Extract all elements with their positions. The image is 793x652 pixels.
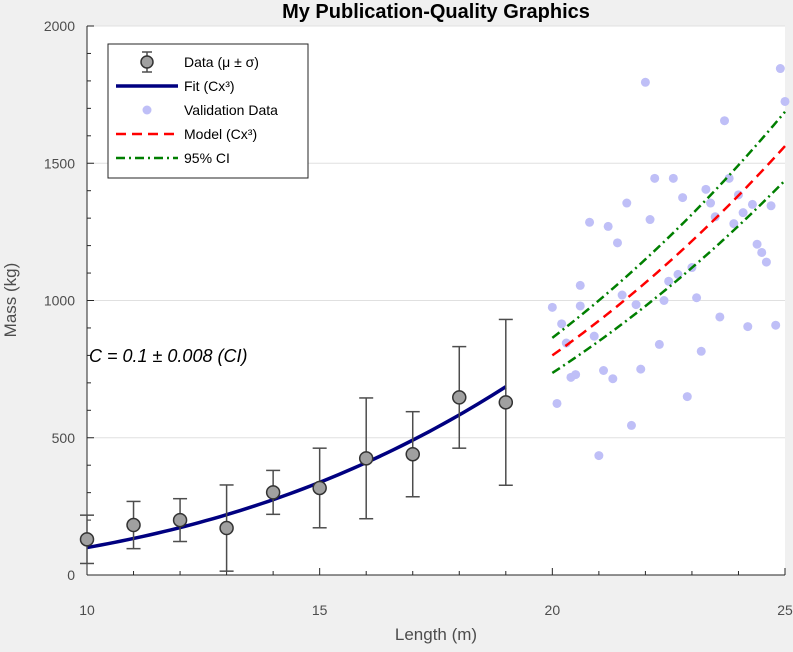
chart-marks <box>79 64 790 572</box>
validation-point <box>552 398 562 408</box>
validation-point <box>682 392 692 402</box>
validation-point <box>692 293 702 303</box>
validation-point <box>757 247 767 257</box>
data-point <box>498 395 514 410</box>
validation-point <box>678 193 688 203</box>
legend-label-ci: 95% CI <box>184 150 230 166</box>
validation-point <box>738 208 748 218</box>
validation-point <box>650 173 660 183</box>
validation-point <box>752 239 762 249</box>
validation-point <box>724 173 734 183</box>
data-point <box>79 532 95 547</box>
validation-point <box>780 96 790 106</box>
validation-point <box>603 221 613 231</box>
legend-box <box>107 43 309 179</box>
y-tick-label: 0 <box>67 567 75 583</box>
legend-label-fit: Fit (Cx³) <box>184 78 235 94</box>
data-point <box>358 451 374 466</box>
validation-point <box>766 201 776 211</box>
validation-point <box>747 199 757 209</box>
ci-upper-line <box>551 110 786 339</box>
fit-line <box>86 385 507 550</box>
validation-point <box>775 64 785 74</box>
data-point <box>219 520 234 536</box>
validation-point <box>710 212 720 222</box>
legend-label-model: Model (Cx³) <box>184 126 257 142</box>
legend-swatch-data <box>140 55 154 69</box>
validation-point <box>594 451 604 461</box>
validation-point <box>575 280 585 290</box>
validation-point <box>645 215 655 225</box>
chart-title: My Publication-Quality Graphics <box>282 1 590 23</box>
validation-point <box>608 374 618 384</box>
validation-point <box>631 300 641 310</box>
y-tick-label: 500 <box>52 430 76 446</box>
validation-point <box>612 238 622 248</box>
validation-point <box>701 184 711 194</box>
legend-swatch-validation <box>142 105 152 115</box>
x-axis-label: Length (m) <box>395 625 477 644</box>
y-tick-label: 1500 <box>44 155 75 171</box>
data-point <box>172 512 188 528</box>
data-point <box>312 480 327 496</box>
coefficient-annotation: C = 0.1 ± 0.008 (CI) <box>89 346 247 366</box>
validation-point <box>626 420 636 430</box>
validation-point <box>668 173 678 183</box>
x-tick-label: 15 <box>312 602 328 618</box>
legend: Data (μ ± σ) Fit (Cx³) Validation Data Mode… <box>107 43 309 179</box>
validation-point <box>743 322 753 332</box>
validation-point <box>557 319 567 329</box>
validation-point <box>654 339 664 349</box>
data-point <box>126 517 141 533</box>
validation-point <box>720 116 730 126</box>
validation-point <box>640 77 650 87</box>
axes: 10 15 20 25 0 500 1000 1500 2000 <box>44 18 793 618</box>
validation-point <box>715 312 725 322</box>
y-axis-label: Mass (kg) <box>1 263 20 338</box>
validation-point <box>561 338 571 348</box>
validation-point <box>636 364 646 374</box>
data-point <box>265 485 281 500</box>
data-point <box>452 390 467 405</box>
validation-point <box>617 290 627 300</box>
validation-point <box>659 296 669 305</box>
validation-point <box>571 370 581 380</box>
y-tick-label: 2000 <box>44 18 75 34</box>
legend-label-validation: Validation Data <box>184 102 278 118</box>
data-point <box>405 446 420 462</box>
y-tick-label: 1000 <box>44 293 75 309</box>
validation-point <box>575 301 585 311</box>
validation-point <box>547 302 557 312</box>
validation-point <box>761 257 771 267</box>
x-tick-label: 20 <box>545 602 561 618</box>
legend-label-data: Data (μ ± σ) <box>184 54 259 70</box>
model-line <box>551 145 786 357</box>
validation-point <box>622 198 632 208</box>
validation-point <box>771 320 781 330</box>
validation-point <box>729 219 739 229</box>
x-tick-label: 10 <box>79 602 95 618</box>
validation-point <box>585 217 595 227</box>
ci-lower-line <box>551 179 786 375</box>
x-tick-label: 25 <box>777 602 793 618</box>
validation-point <box>706 198 716 208</box>
validation-point <box>696 346 706 356</box>
validation-point <box>664 276 674 286</box>
validation-point <box>599 365 609 375</box>
validation-point <box>589 331 599 341</box>
